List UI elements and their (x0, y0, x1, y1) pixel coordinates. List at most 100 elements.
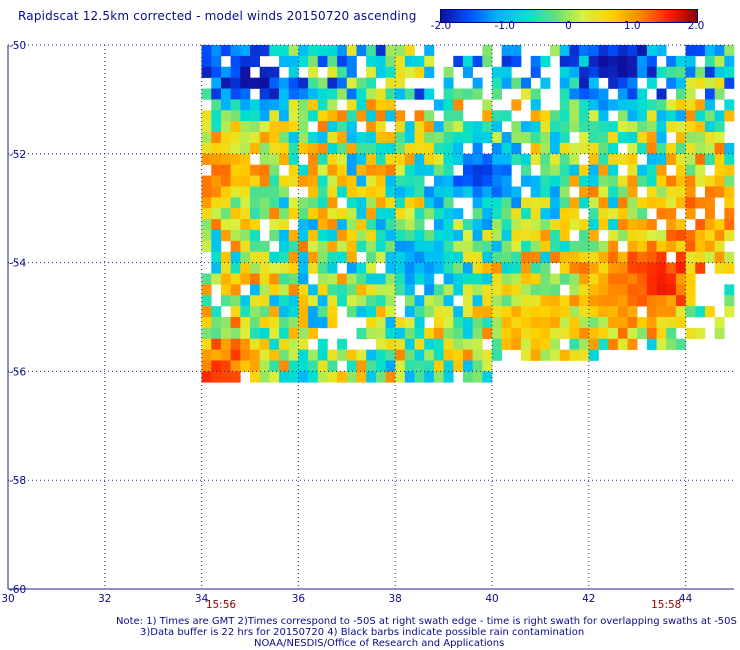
heatmap-cell (714, 240, 725, 253)
heatmap-cell (579, 99, 590, 111)
y-tick-label: -54 (9, 258, 26, 270)
heatmap-cell (462, 186, 473, 198)
heatmap-cell (240, 66, 251, 78)
heatmap-cell (279, 142, 290, 155)
heatmap-cell (366, 186, 377, 198)
heatmap-cell (695, 175, 706, 187)
heatmap-cell (627, 55, 638, 68)
heatmap-cell (230, 121, 241, 133)
heatmap-cell (637, 229, 648, 242)
heatmap-cell (250, 77, 260, 89)
heatmap-cell (220, 262, 231, 274)
heatmap-cell (337, 164, 348, 176)
heatmap-cell (201, 197, 212, 209)
heatmap-cell (395, 327, 406, 340)
heatmap-cell (685, 132, 696, 144)
heatmap-cell (288, 121, 299, 133)
heatmap-cell (366, 99, 377, 111)
heatmap-cell (240, 306, 251, 318)
heatmap-cell (327, 295, 338, 307)
heatmap-cell (569, 306, 580, 318)
heatmap-cell (317, 306, 328, 318)
heatmap-cell (724, 164, 735, 176)
heatmap-cell (685, 55, 696, 68)
heatmap-cell (385, 88, 396, 100)
heatmap-cell (530, 327, 541, 340)
heatmap-cell (453, 284, 464, 296)
heatmap-cell (646, 132, 657, 144)
heatmap-cell (656, 240, 667, 253)
heatmap-cell (201, 121, 212, 133)
heatmap-cell (704, 66, 715, 78)
heatmap-cell (259, 349, 270, 361)
heatmap-cell (385, 66, 396, 78)
heatmap-cell (443, 175, 454, 187)
heatmap-cell (346, 132, 357, 144)
heatmap-cell (279, 295, 290, 307)
heatmap-cell (579, 219, 590, 231)
heatmap-cell (627, 121, 638, 133)
heatmap-cell (395, 360, 406, 372)
heatmap-cell (308, 175, 319, 187)
heatmap-cell (375, 219, 386, 231)
heatmap-cell (453, 110, 464, 122)
heatmap-cell (375, 251, 386, 263)
heatmap-cell (511, 99, 522, 111)
heatmap-cell (395, 251, 406, 263)
heatmap-cell (482, 262, 493, 274)
heatmap-cell (685, 262, 696, 274)
heatmap-cell (424, 262, 435, 274)
heatmap-cell (598, 99, 609, 111)
heatmap-cell (492, 327, 502, 340)
heatmap-cell (201, 229, 212, 242)
heatmap-cell (220, 273, 231, 285)
heatmap-cell (443, 317, 454, 329)
heatmap-cell (288, 164, 299, 176)
heatmap-cell (240, 251, 251, 263)
heatmap-cell (220, 142, 231, 155)
heatmap-cell (695, 153, 706, 165)
heatmap-cell (269, 45, 280, 57)
heatmap-cell (211, 186, 222, 198)
heatmap-cell (230, 175, 241, 187)
heatmap-cell (424, 208, 435, 220)
heatmap-cell (608, 175, 619, 187)
heatmap-cell (472, 229, 483, 242)
heatmap-cell (530, 229, 541, 242)
heatmap-cell (366, 327, 377, 340)
heatmap-cell (453, 99, 464, 111)
heatmap-cell (414, 110, 425, 122)
heatmap-cell (424, 295, 435, 307)
heatmap-cell (627, 208, 638, 220)
heatmap-cell (724, 284, 735, 296)
heatmap-cell (424, 55, 435, 68)
heatmap-cell (598, 273, 609, 285)
heatmap-cell (366, 121, 377, 133)
heatmap-cell (666, 175, 677, 187)
heatmap-cell (608, 306, 619, 318)
heatmap-cell (240, 88, 251, 100)
heatmap-cell (327, 284, 338, 296)
x-tick-label: 40 (485, 593, 498, 605)
heatmap-cell (501, 132, 512, 144)
heatmap-cell (550, 110, 561, 122)
heatmap-cell (492, 284, 502, 296)
heatmap-cell (385, 45, 396, 57)
heatmap-cell (346, 371, 357, 383)
heatmap-cell (453, 262, 464, 274)
x-tick-label: 42 (582, 593, 595, 605)
heatmap-cell (637, 208, 648, 220)
heatmap-cell (404, 273, 415, 285)
heatmap-cell (356, 153, 367, 165)
heatmap-cell (279, 360, 290, 372)
heatmap-cell (298, 88, 309, 100)
heatmap-cell (675, 110, 686, 122)
heatmap-cell (250, 164, 260, 176)
heatmap-cell (540, 186, 551, 198)
heatmap-cell (656, 317, 667, 329)
heatmap-cell (453, 338, 464, 350)
heatmap-cell (579, 142, 590, 155)
heatmap-cell (695, 121, 706, 133)
heatmap-cell (259, 371, 270, 383)
heatmap-cell (646, 175, 657, 187)
